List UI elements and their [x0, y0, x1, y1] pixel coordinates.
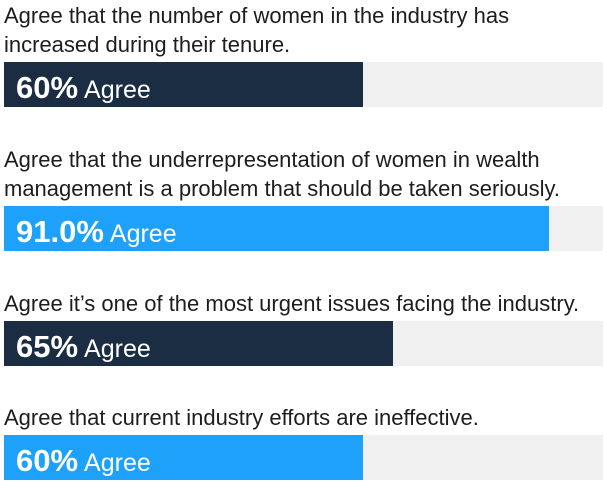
stat-question-line: increased during their tenure.: [4, 32, 291, 57]
stat-question-line: Agree that the number of women in the in…: [4, 3, 510, 28]
bar-track: 65% Agree: [4, 321, 603, 366]
stat-question-line: Agree that current industry efforts are …: [4, 405, 479, 430]
bar-label: 60% Agree: [16, 62, 151, 107]
bar-value-label: 60%: [16, 70, 79, 105]
bar-suffix-label: Agree: [84, 76, 151, 104]
bar-value-label: 65%: [16, 329, 79, 364]
bar-value-label: 91.0%: [16, 214, 104, 249]
bar-suffix-label: Agree: [109, 220, 177, 248]
stat-question: Agree that current industry efforts are …: [4, 403, 607, 432]
bar-suffix-label: Agree: [84, 449, 151, 477]
bar-track: 60% Agree: [4, 435, 603, 480]
stat-question: Agree it’s one of the most urgent issues…: [4, 289, 607, 318]
bar-fill: [4, 62, 363, 107]
stat-question-line: management is a problem that should be t…: [4, 176, 561, 201]
bar-value-label: 60%: [16, 443, 79, 478]
bar-fill: [4, 435, 363, 480]
bar-fill: [4, 321, 393, 366]
stat-question-line: Agree that the underrepresentation of wo…: [4, 147, 540, 172]
stat-question: Agree that the underrepresentation of wo…: [4, 145, 607, 203]
bar-fill: [4, 206, 549, 251]
bar-label: 60% Agree: [16, 435, 151, 480]
bar-label: 65% Agree: [16, 321, 151, 366]
bar-track: 91.0% Agree: [4, 206, 603, 251]
bar-track: 60% Agree: [4, 62, 603, 107]
bar-label: 91.0% Agree: [16, 206, 177, 251]
stat-question-line: Agree it’s one of the most urgent issues…: [4, 291, 580, 316]
bar-suffix-label: Agree: [84, 335, 151, 363]
stat-question: Agree that the number of women in the in…: [4, 1, 607, 59]
